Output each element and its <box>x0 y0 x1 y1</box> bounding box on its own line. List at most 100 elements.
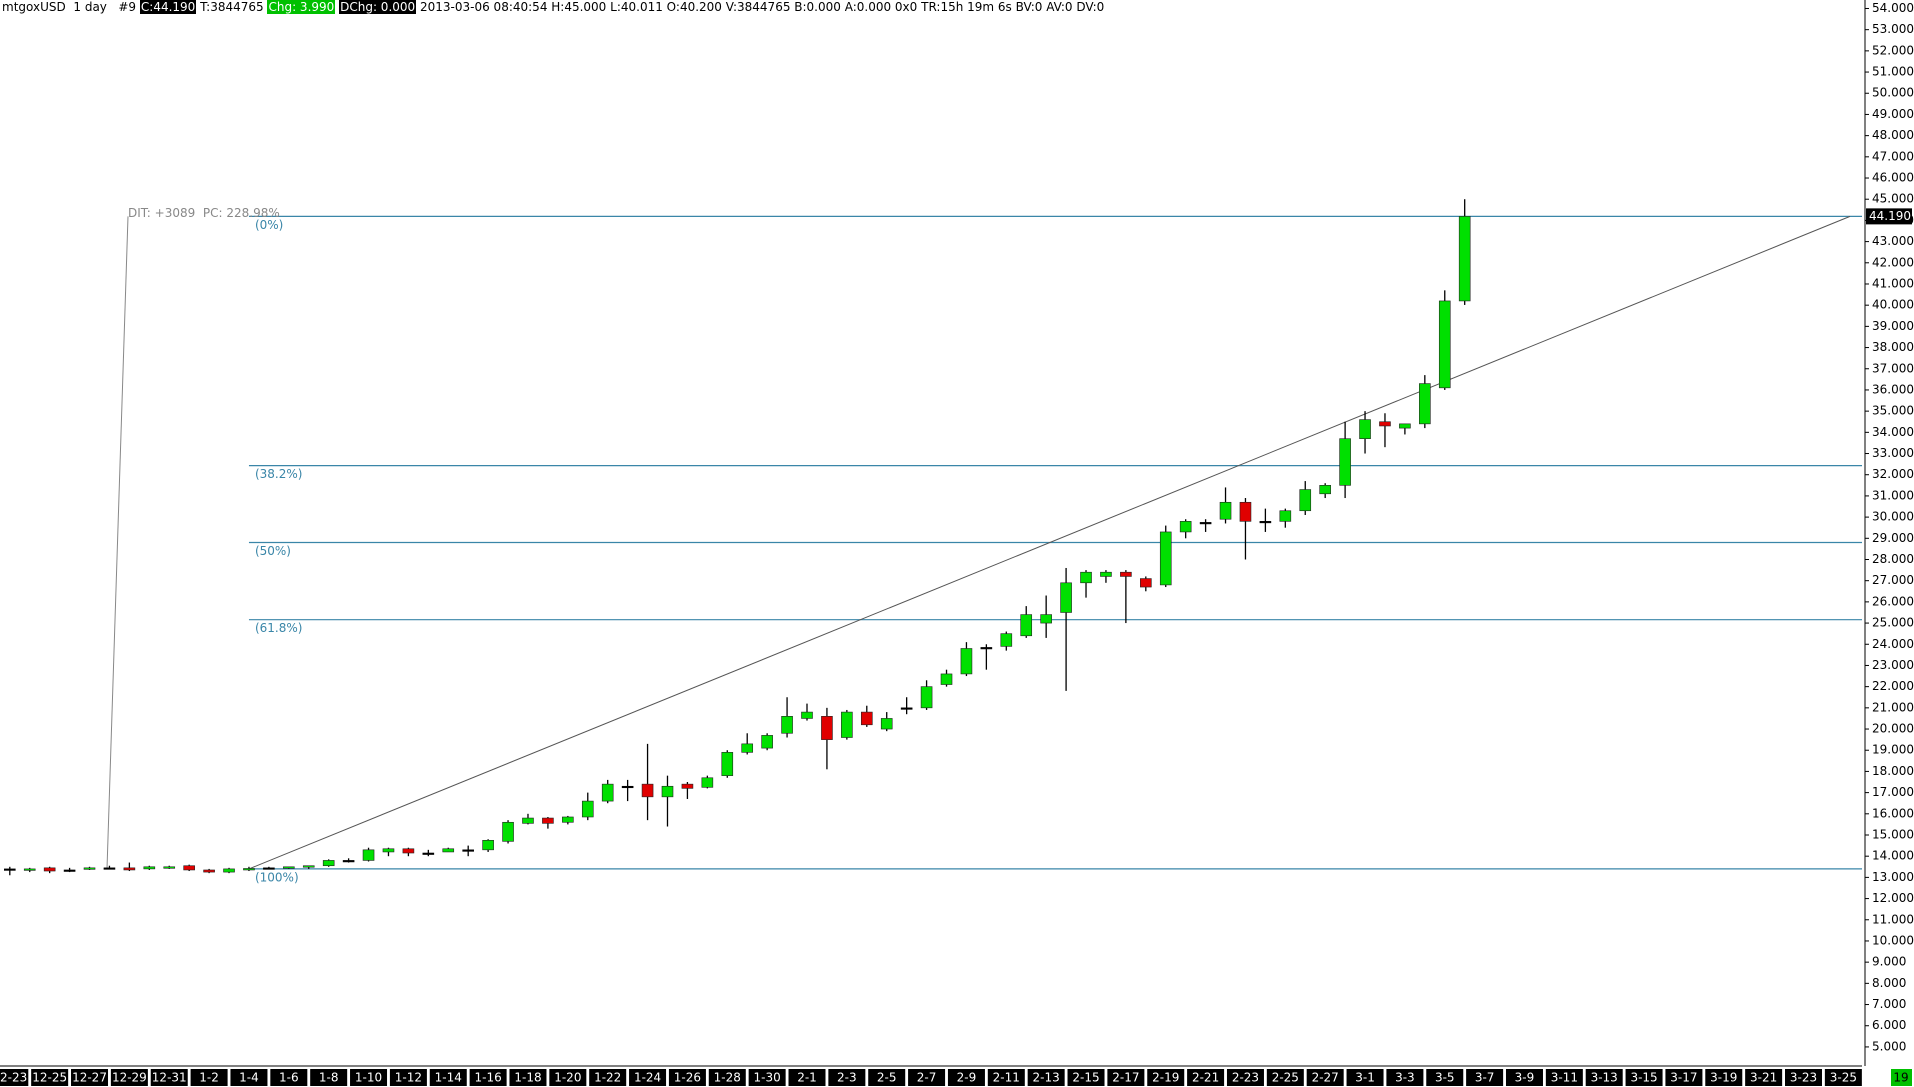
candle-body <box>900 707 913 710</box>
candle-body <box>43 867 56 872</box>
x-tick-label: 12-31 <box>152 1071 187 1085</box>
fib-label: (61.8%) <box>255 621 302 635</box>
y-tick-label: 50.000 <box>1872 86 1914 100</box>
y-tick-label: 51.000 <box>1872 65 1914 79</box>
y-tick-label: 19.000 <box>1872 743 1914 757</box>
candle-body <box>1379 421 1391 427</box>
symbol: mtgoxUSD <box>2 0 66 14</box>
corner-label: 19 <box>1893 1071 1908 1085</box>
x-tick-box <box>1306 1069 1344 1086</box>
candle-body <box>721 752 734 776</box>
candle-body <box>1438 300 1451 389</box>
candle-body <box>821 716 833 740</box>
x-tick-box <box>1067 1069 1105 1086</box>
x-tick-box <box>1505 1069 1543 1086</box>
x-tick-box <box>1386 1069 1424 1086</box>
x-tick-label: 1-8 <box>319 1071 339 1085</box>
candle-body <box>1000 633 1013 647</box>
x-tick-box <box>947 1069 985 1086</box>
x-tick-box <box>987 1069 1025 1086</box>
y-tick-label: 23.000 <box>1872 658 1914 672</box>
candle-body <box>163 866 176 869</box>
x-tick-box <box>748 1069 786 1086</box>
x-tick-label: 12-27 <box>72 1071 107 1085</box>
candle-body <box>1060 582 1072 613</box>
y-tick-label: 40.000 <box>1872 298 1914 312</box>
y-tick-label: 54.000 <box>1872 1 1914 15</box>
y-tick-label: 16.000 <box>1872 806 1914 820</box>
x-tick-label: 3-7 <box>1475 1071 1495 1085</box>
measure-line <box>106 216 129 869</box>
x-tick-label: 3-23 <box>1790 1071 1817 1085</box>
candle-body <box>103 867 116 870</box>
x-tick-box <box>150 1069 188 1086</box>
x-tick-label: 1-22 <box>594 1071 621 1085</box>
candle-body <box>342 860 355 863</box>
x-tick-label: 2-25 <box>1272 1071 1299 1085</box>
interval: 1 day <box>73 0 107 14</box>
candle-body <box>581 800 594 818</box>
y-tick-label: 8.000 <box>1872 976 1906 990</box>
x-tick-box <box>1665 1069 1703 1086</box>
x-tick-label: 1-2 <box>199 1071 219 1085</box>
y-tick-label: 35.000 <box>1872 404 1914 418</box>
y-tick-label: 53.000 <box>1872 22 1914 36</box>
change-box: Chg: 3.990 <box>267 0 336 14</box>
y-tick-label: 7.000 <box>1872 997 1906 1011</box>
x-tick-label: 1-6 <box>279 1071 299 1085</box>
candle-body <box>243 868 255 871</box>
candle-body <box>1120 571 1132 577</box>
measure-label: DIT: +3089 PC: 228.98% <box>128 206 280 220</box>
candle-body <box>263 867 275 870</box>
candle-body <box>362 849 375 861</box>
y-tick-label: 46.000 <box>1872 171 1914 185</box>
info: 2013-03-06 08:40:54 H:45.000 L:40.011 O:… <box>420 0 1105 14</box>
x-tick-label: 2-5 <box>877 1071 897 1085</box>
x-tick-box <box>350 1069 388 1086</box>
x-tick-box <box>190 1069 228 1086</box>
y-tick-label: 37.000 <box>1872 361 1914 375</box>
y-tick-label: 11.000 <box>1872 912 1914 926</box>
y-tick-label: 10.000 <box>1872 933 1914 947</box>
y-tick-label: 29.000 <box>1872 531 1914 545</box>
x-tick-label: 2-7 <box>917 1071 937 1085</box>
x-tick-box <box>71 1069 109 1086</box>
candle-body <box>382 848 395 853</box>
last-price-box <box>1866 208 1912 225</box>
y-tick-label: 21.000 <box>1872 700 1914 714</box>
candle-body <box>1239 501 1252 522</box>
x-tick-box <box>1545 1069 1583 1086</box>
y-tick-label: 42.000 <box>1872 255 1914 269</box>
y-tick-label: 43.000 <box>1872 234 1914 248</box>
x-tick-box <box>668 1069 706 1086</box>
x-tick-box <box>31 1069 69 1086</box>
y-tick-label: 36.000 <box>1872 382 1914 396</box>
y-tick-label: 25.000 <box>1872 616 1914 630</box>
candle-body <box>63 869 76 872</box>
x-tick-label: 1-18 <box>514 1071 541 1085</box>
x-tick-box <box>509 1069 547 1086</box>
candle-body <box>1219 501 1232 520</box>
x-tick-box <box>1705 1069 1743 1086</box>
y-tick-label: 32.000 <box>1872 467 1914 481</box>
candle-body <box>143 866 156 870</box>
x-tick-box <box>310 1069 348 1086</box>
candle-body <box>1359 419 1371 439</box>
candle-body <box>422 852 435 855</box>
x-tick-label: 3-17 <box>1670 1071 1697 1085</box>
x-tick-label: 3-5 <box>1435 1071 1455 1085</box>
candle-body <box>621 785 634 789</box>
x-tick-label: 1-14 <box>435 1071 462 1085</box>
candle-body <box>1419 383 1431 425</box>
candle-body <box>283 866 295 869</box>
x-tick-label: 1-10 <box>355 1071 382 1085</box>
x-tick-box <box>1426 1069 1464 1086</box>
x-tick-box <box>828 1069 866 1086</box>
candle-body <box>1179 521 1192 533</box>
x-tick-label: 1-20 <box>554 1071 581 1085</box>
x-tick-label: 3-1 <box>1355 1071 1375 1085</box>
candle-body <box>801 711 813 719</box>
x-tick-box <box>1147 1069 1185 1086</box>
x-tick-label: 12-25 <box>32 1071 67 1085</box>
